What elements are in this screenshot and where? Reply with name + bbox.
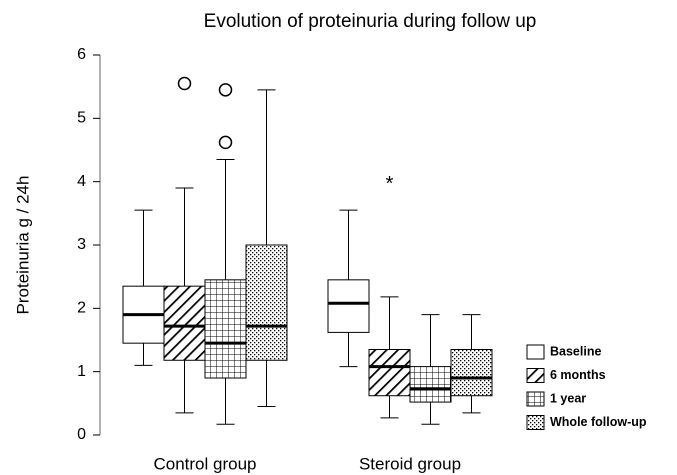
- x-tick-label: Control group: [153, 454, 256, 473]
- box: [327, 279, 370, 333]
- y-tick-label: 1: [77, 363, 86, 380]
- box: [368, 349, 411, 397]
- y-axis-label: Proteinuria g / 24h: [13, 176, 32, 315]
- legend-label: 1 year: [550, 391, 586, 405]
- legend-swatch: [526, 344, 545, 360]
- y-tick-label: 6: [77, 46, 86, 63]
- box: [204, 279, 247, 379]
- legend-swatch: [526, 415, 545, 430]
- box: [450, 349, 493, 397]
- y-tick-label: 2: [77, 300, 86, 317]
- legend-swatch: [526, 391, 545, 407]
- y-tick-label: 4: [77, 173, 86, 190]
- y-tick-label: 5: [77, 110, 86, 127]
- legend-label: 6 months: [550, 368, 606, 382]
- chart-title: Evolution of proteinuria during follow u…: [204, 11, 537, 32]
- outlier: [218, 135, 233, 150]
- outlier: [177, 76, 192, 91]
- box: [163, 285, 206, 361]
- legend-label: Whole follow-up: [550, 415, 647, 429]
- y-tick-label: 0: [77, 426, 86, 443]
- x-tick-label: Steroid group: [359, 454, 461, 473]
- box: [409, 366, 452, 403]
- legend-swatch: [526, 368, 545, 383]
- outlier: [218, 83, 233, 97]
- box: [245, 244, 288, 361]
- legend-label: Baseline: [550, 344, 601, 358]
- extreme: *: [386, 173, 394, 195]
- y-tick-label: 3: [77, 236, 86, 253]
